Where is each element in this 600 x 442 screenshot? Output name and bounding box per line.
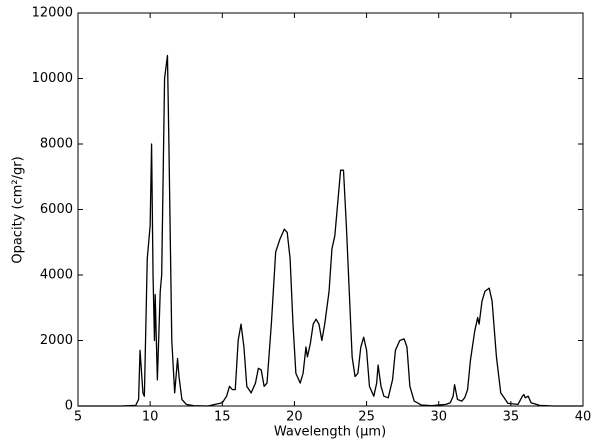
y-tick-label: 10000 xyxy=(32,71,73,86)
y-tick-label: 6000 xyxy=(40,202,73,217)
y-tick-label: 2000 xyxy=(40,333,73,348)
y-axis-label: Opacity (cm²/gr) xyxy=(11,156,26,263)
x-tick-label: 5 xyxy=(74,410,82,425)
x-tick-label: 20 xyxy=(286,410,303,425)
data-line xyxy=(78,54,583,407)
x-tick-label: 35 xyxy=(503,410,520,425)
x-tick-label: 40 xyxy=(575,410,592,425)
x-axis-label: Wavelength (μm) xyxy=(274,425,386,440)
x-tick-label: 15 xyxy=(214,410,231,425)
plot-frame xyxy=(77,12,584,407)
y-tick-label: 12000 xyxy=(32,6,73,21)
y-tick-label: 4000 xyxy=(40,268,73,283)
y-tick-label: 8000 xyxy=(40,137,73,152)
x-tick-label: 30 xyxy=(430,410,447,425)
y-tick-label: 0 xyxy=(65,399,73,414)
x-tick-label: 10 xyxy=(142,410,159,425)
x-tick-label: 25 xyxy=(358,410,375,425)
